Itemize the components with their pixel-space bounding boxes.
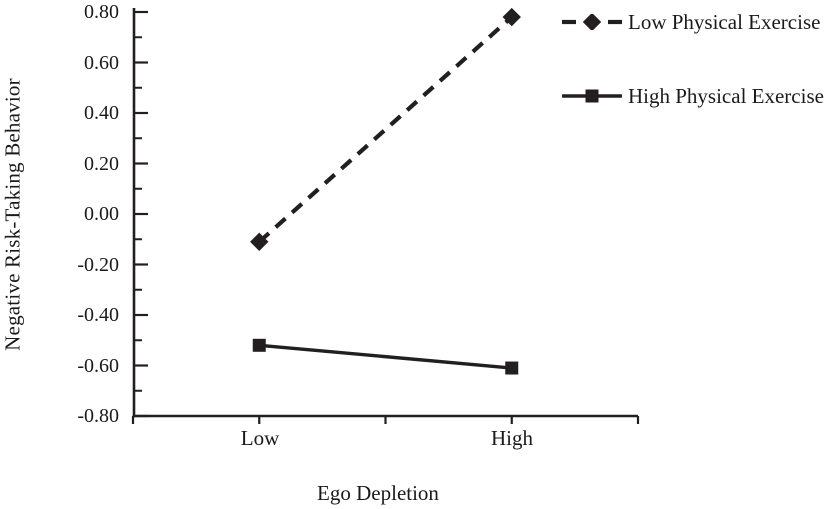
marker-diamond	[502, 7, 521, 27]
marker-diamond	[250, 232, 269, 251]
marker-square	[252, 338, 266, 352]
legend-label: High Physical Exercise	[628, 84, 824, 108]
solid-line-square-marker-icon	[562, 89, 622, 103]
dashed-line-diamond-marker-icon	[562, 14, 622, 30]
x-tick-label-low: Low	[240, 426, 280, 450]
legend-item-low-physical-exercise: Low Physical Exercise	[561, 10, 820, 34]
y-tick-label: -0.80	[77, 405, 119, 427]
y-tick-label: 0.20	[84, 152, 119, 175]
y-tick-label: 0.00	[84, 203, 119, 225]
legend-label: Low Physical Exercise	[628, 10, 821, 34]
x-axis-title: Ego Depletion	[317, 481, 439, 505]
y-tick-label: -0.20	[77, 253, 119, 276]
legend-item-high-physical-exercise: High Physical Exercise	[561, 84, 824, 108]
y-tick-label: -0.40	[77, 304, 119, 326]
x-tick-label-high: High	[491, 426, 533, 450]
marker-square	[505, 361, 519, 375]
y-tick-label: 0.60	[84, 51, 119, 74]
y-axis-title: Negative Risk-Taking Behavior	[0, 78, 25, 351]
series-line-high-physical-exercise	[259, 343, 512, 370]
y-tick-label: -0.60	[77, 354, 119, 377]
series-line-low-physical-exercise	[257, 15, 514, 244]
y-tick-label: 0.80	[84, 1, 119, 23]
y-tick-label: 0.40	[84, 102, 119, 124]
